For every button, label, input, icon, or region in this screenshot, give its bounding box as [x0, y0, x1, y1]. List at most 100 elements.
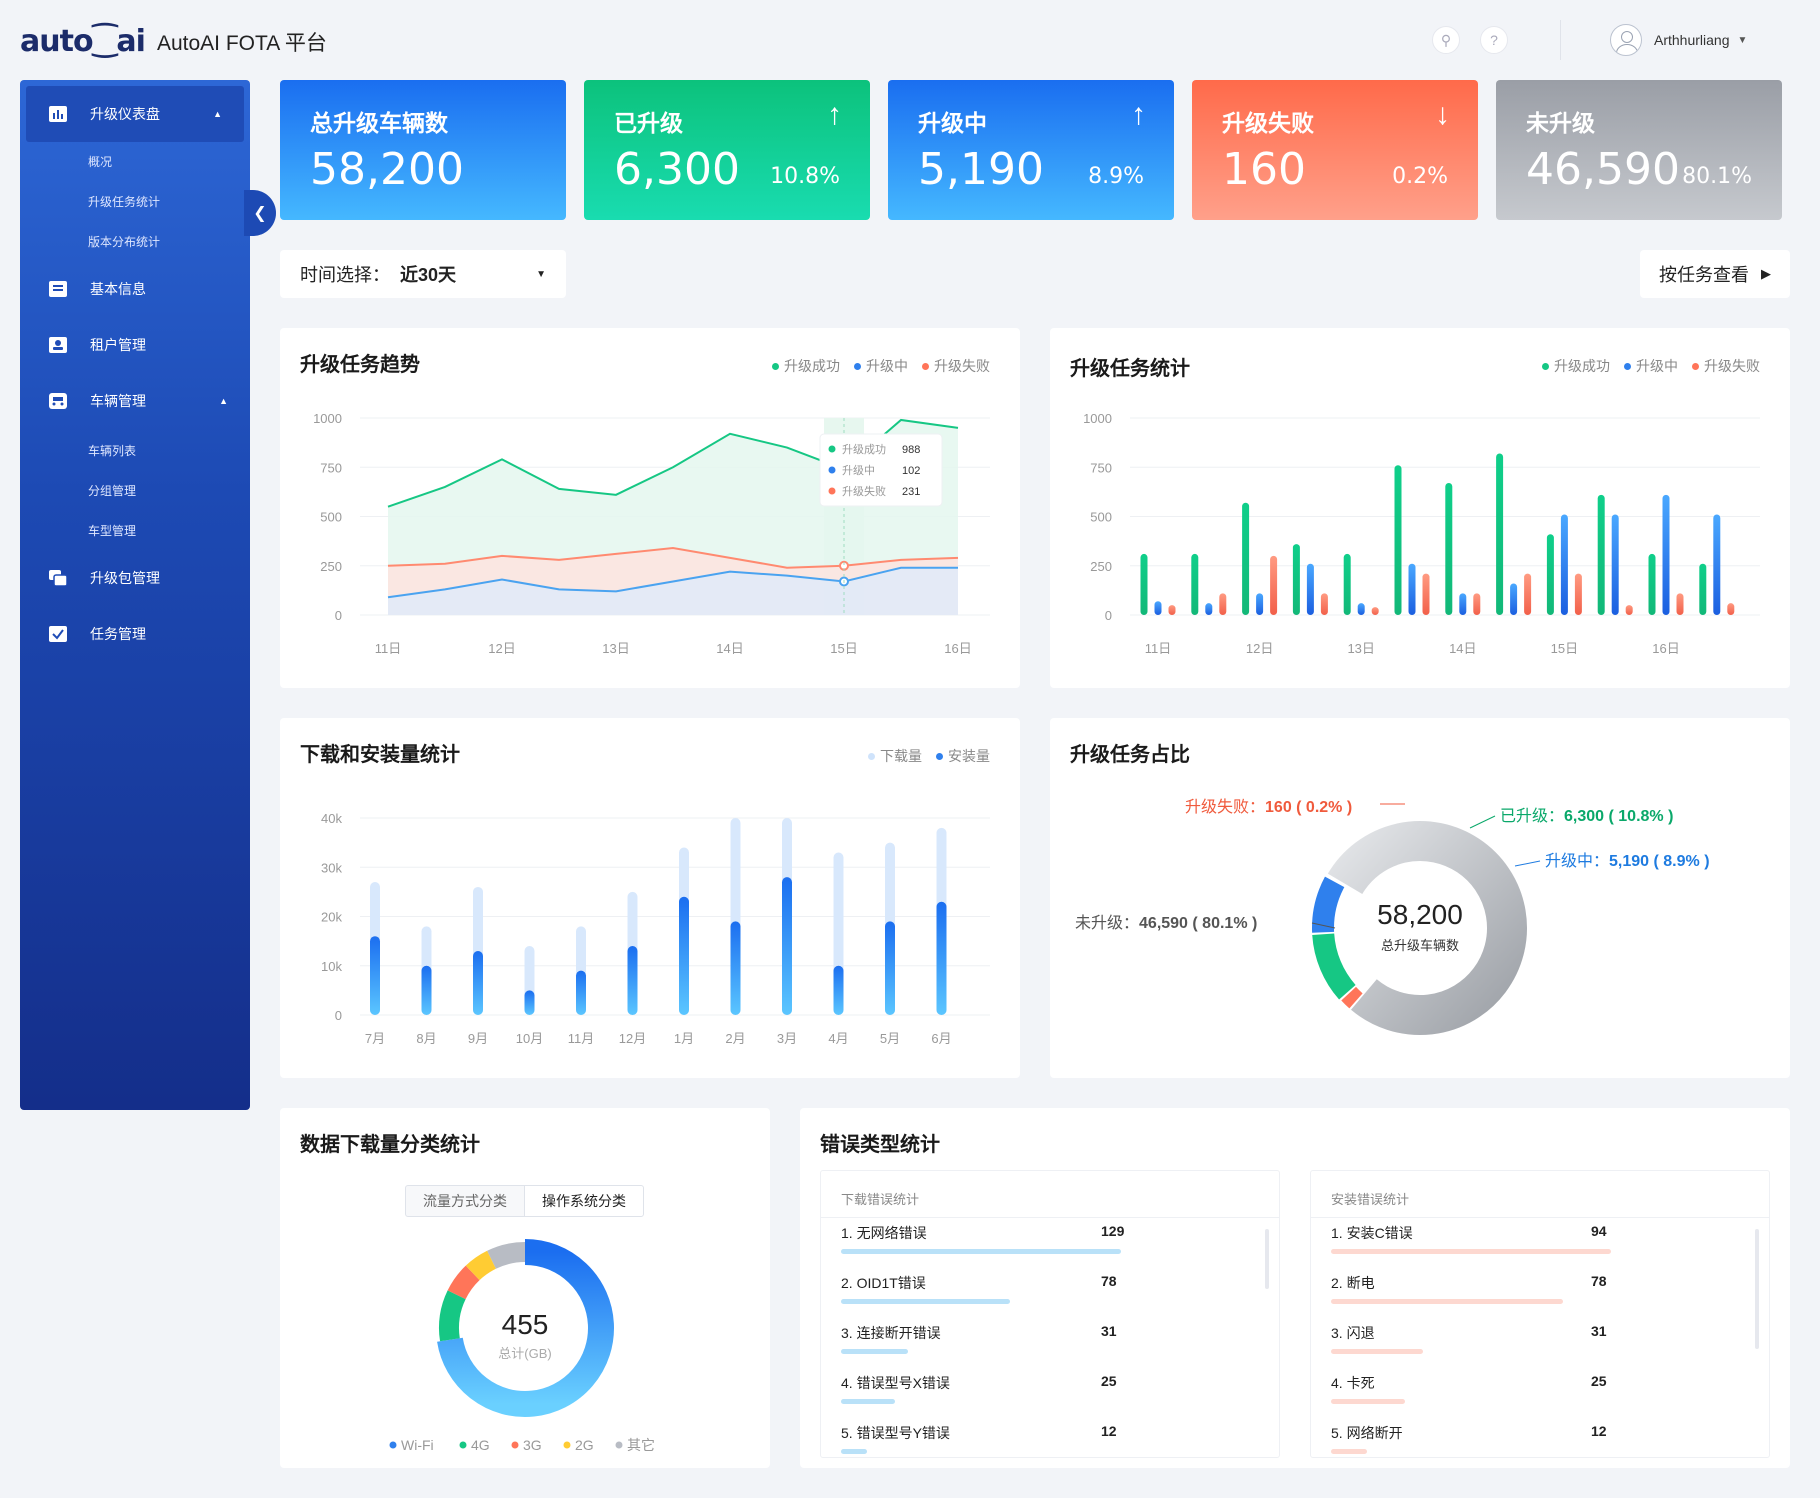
task-stats-legend: 升级成功 升级中 升级失败	[1542, 356, 1760, 376]
bar-升级中[interactable]	[1205, 603, 1213, 615]
bar-升级成功[interactable]	[1191, 553, 1199, 615]
bar-安装量[interactable]	[936, 901, 947, 1015]
time-select[interactable]: 时间选择： 近30天 ▼	[280, 250, 566, 298]
trend-chart: 0 250 500 750 1000 升级成功 988 升级中 102 升级失败 231 11日 12日…	[313, 411, 990, 656]
panel-title: 升级任务趋势	[300, 354, 420, 376]
slice-升级中[interactable]	[1312, 876, 1345, 933]
sidebar-item-dashboard[interactable]: 升级仪表盘 ▲	[26, 86, 244, 142]
bar-安装量[interactable]	[627, 946, 638, 1015]
sidebar-item-label: 车辆管理	[90, 393, 146, 409]
sidebar-sub-overview[interactable]: 概况	[88, 155, 113, 169]
user-menu[interactable]: Arthhurliang ▼	[1610, 24, 1747, 56]
bar-升级中[interactable]	[1611, 514, 1619, 615]
bar-升级失败[interactable]	[1574, 573, 1582, 615]
bar-升级成功[interactable]	[1445, 483, 1453, 615]
sidebar-item-tenant[interactable]: 租户管理	[20, 317, 250, 373]
bar-升级失败[interactable]	[1473, 593, 1481, 615]
bar-升级失败[interactable]	[1524, 573, 1532, 615]
sidebar: 升级仪表盘 ▲ 概况 升级任务统计 版本分布统计 基本信息 租户管理 车辆管理 …	[20, 80, 250, 1110]
bar-升级成功[interactable]	[1597, 494, 1605, 615]
sidebar-item-task[interactable]: 任务管理	[20, 606, 250, 662]
bar-升级失败[interactable]	[1168, 605, 1176, 615]
bar-安装量[interactable]	[730, 921, 741, 1015]
bar-升级失败[interactable]	[1625, 605, 1633, 615]
bar-升级中[interactable]	[1154, 601, 1162, 615]
panel-title: 数据下载量分类统计	[300, 1134, 480, 1156]
slice-2G[interactable]	[465, 1250, 497, 1281]
view-by-task-button[interactable]: 按任务查看 ▶	[1640, 250, 1790, 298]
bar-安装量[interactable]	[524, 990, 535, 1015]
legend-dot	[854, 362, 861, 370]
bar-安装量[interactable]	[473, 950, 483, 1015]
tab-os-type[interactable]: 操作系统分类	[524, 1185, 644, 1217]
sidebar-item-package[interactable]: 升级包管理	[20, 550, 250, 606]
bar-升级成功[interactable]	[1496, 453, 1504, 615]
stat-value: 58,200	[310, 144, 464, 195]
y-tick-label: 500	[1090, 510, 1112, 525]
bar-升级成功[interactable]	[1140, 553, 1148, 615]
bar-升级失败[interactable]	[1422, 573, 1430, 615]
bar-升级中[interactable]	[1662, 494, 1670, 615]
legend-dot	[1692, 362, 1699, 370]
bar-安装量[interactable]	[885, 921, 895, 1015]
sidebar-sub-model[interactable]: 车型管理	[88, 524, 137, 538]
bar-升级失败[interactable]	[1676, 593, 1684, 615]
bar-升级中[interactable]	[1510, 583, 1518, 615]
sidebar-sub-task-stats[interactable]: 升级任务统计	[88, 195, 161, 209]
slice-3G[interactable]	[447, 1265, 480, 1300]
time-select-value: 近30天	[400, 265, 457, 285]
stat-card[interactable]: 升级中 5,190 8.9% ↑	[888, 80, 1174, 220]
logo[interactable]: auto⁐ai AutoAI FOTA 平台	[20, 24, 327, 59]
error-bar	[841, 1449, 868, 1454]
sidebar-item-vehicle[interactable]: 车辆管理 ▲	[20, 373, 250, 429]
bar-升级成功[interactable]	[1699, 563, 1707, 615]
sidebar-item-basic-info[interactable]: 基本信息	[20, 261, 250, 317]
bar-安装量[interactable]	[679, 896, 689, 1015]
bar-升级中[interactable]	[1459, 593, 1467, 615]
error-count: 12	[1591, 1423, 1607, 1439]
bar-升级成功[interactable]	[1343, 553, 1351, 615]
slice-升级失败[interactable]	[1341, 986, 1363, 1009]
bar-升级成功[interactable]	[1242, 502, 1250, 615]
slice-未升级[interactable]	[1327, 821, 1527, 1035]
bar-升级中[interactable]	[1560, 514, 1568, 615]
stat-card[interactable]: 已升级 6,300 10.8% ↑	[584, 80, 870, 220]
slice-Wi-Fi[interactable]	[437, 1239, 614, 1417]
sidebar-sub-group[interactable]: 分组管理	[88, 484, 137, 498]
bar-升级中[interactable]	[1256, 593, 1264, 615]
slice-已升级[interactable]	[1312, 933, 1356, 1000]
slice-其它[interactable]	[487, 1242, 526, 1269]
sidebar-sub-version-stats[interactable]: 版本分布统计	[88, 235, 161, 249]
bar-升级成功[interactable]	[1546, 534, 1554, 615]
bar-升级成功[interactable]	[1648, 553, 1656, 615]
bar-升级失败[interactable]	[1270, 555, 1278, 615]
tab-traffic-type[interactable]: 流量方式分类	[405, 1185, 525, 1217]
bar-安装量[interactable]	[576, 970, 586, 1015]
help-icon[interactable]: ?	[1480, 26, 1508, 54]
scrollbar[interactable]	[1755, 1229, 1759, 1349]
scrollbar[interactable]	[1265, 1229, 1269, 1289]
bar-安装量[interactable]	[782, 877, 792, 1015]
bar-升级中[interactable]	[1357, 603, 1365, 615]
sidebar-sub-vehicle-list[interactable]: 车辆列表	[88, 444, 137, 458]
stat-percent: 80.1%	[1682, 164, 1752, 189]
bar-升级失败[interactable]	[1727, 603, 1735, 615]
bar-升级成功[interactable]	[1292, 544, 1300, 615]
bar-升级中[interactable]	[1713, 514, 1721, 615]
bar-升级失败[interactable]	[1371, 607, 1379, 615]
bar-安装量[interactable]	[370, 936, 380, 1015]
bar-安装量[interactable]	[833, 965, 844, 1015]
collapse-sidebar-button[interactable]: ❮	[244, 190, 276, 236]
bar-安装量[interactable]	[421, 965, 432, 1015]
bar-升级失败[interactable]	[1219, 593, 1227, 615]
slice-4G[interactable]	[439, 1290, 466, 1342]
bar-升级中[interactable]	[1306, 563, 1314, 615]
bar-升级中[interactable]	[1408, 563, 1416, 615]
bar-升级失败[interactable]	[1320, 593, 1328, 615]
stat-card[interactable]: 升级失败 160 0.2% ↓	[1192, 80, 1478, 220]
stat-card[interactable]: 总升级车辆数 58,200	[280, 80, 566, 220]
search-icon[interactable]: ⚲	[1432, 26, 1460, 54]
bar-升级成功[interactable]	[1394, 465, 1402, 615]
stat-percent: 10.8%	[770, 164, 840, 189]
stat-card[interactable]: 未升级 46,590 80.1%	[1496, 80, 1782, 220]
